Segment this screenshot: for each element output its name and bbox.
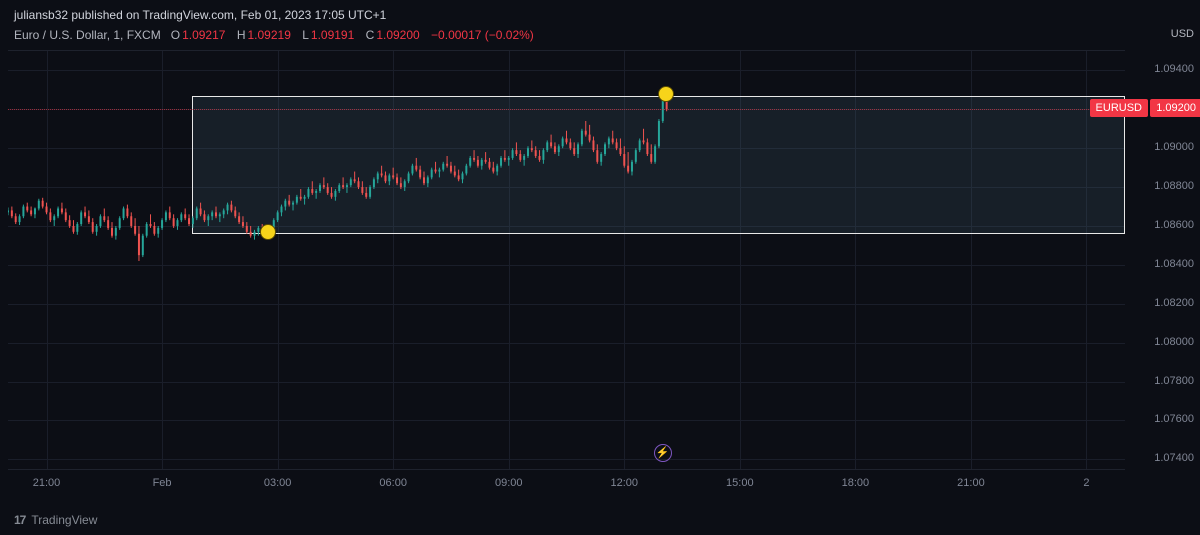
y-tick-label: 1.07400 [1154, 452, 1194, 464]
price-badge-value: 1.09200 [1150, 99, 1200, 117]
y-tick-label: 1.08600 [1154, 219, 1194, 231]
l-value: 1.09191 [311, 28, 354, 42]
x-tick-label: 21:00 [33, 477, 61, 489]
candlestick-series [8, 51, 1125, 469]
x-tick-label: Feb [153, 477, 172, 489]
h-value: 1.09219 [247, 28, 290, 42]
price-badge-symbol: EURUSD [1090, 99, 1148, 117]
current-price-line [8, 109, 1125, 110]
y-tick-label: 1.08000 [1154, 336, 1194, 348]
y-tick-label: 1.07800 [1154, 375, 1194, 387]
x-tick-label: 03:00 [264, 477, 292, 489]
o-value: 1.09217 [182, 28, 225, 42]
l-label: L [302, 28, 309, 42]
x-tick-label: 15:00 [726, 477, 754, 489]
x-tick-label: 18:00 [842, 477, 870, 489]
chart-marker[interactable] [658, 86, 674, 102]
change-value: −0.00017 (−0.02%) [431, 28, 534, 42]
x-tick-label: 2 [1083, 477, 1089, 489]
c-label: C [366, 28, 375, 42]
h-label: H [237, 28, 246, 42]
economic-event-icon[interactable]: ⚡ [654, 444, 672, 462]
symbol-desc: Euro / U.S. Dollar, 1, FXCM [14, 28, 161, 42]
y-tick-label: 1.08200 [1154, 297, 1194, 309]
o-label: O [171, 28, 180, 42]
x-tick-label: 21:00 [957, 477, 985, 489]
y-axis[interactable]: USD 1.094001.092001.090001.088001.086001… [1130, 50, 1200, 470]
publish-header: juliansb32 published on TradingView.com,… [0, 0, 1200, 26]
y-tick-label: 1.09000 [1154, 141, 1194, 153]
ohlc-row: Euro / U.S. Dollar, 1, FXCM O1.09217 H1.… [0, 26, 1200, 48]
brand-text: TradingView [31, 513, 97, 527]
c-value: 1.09200 [376, 28, 419, 42]
footer-brand: 17 TradingView [14, 513, 97, 527]
y-axis-currency: USD [1171, 28, 1194, 40]
x-tick-label: 09:00 [495, 477, 523, 489]
publish-text: juliansb32 published on TradingView.com,… [14, 8, 386, 22]
tradingview-logo-icon: 17 [14, 513, 25, 527]
x-tick-label: 12:00 [611, 477, 639, 489]
chart-marker[interactable] [260, 224, 276, 240]
x-axis[interactable]: 21:00 Feb 03:00 06:00 09:00 12:00 15:00 18:00 21… [8, 473, 1125, 495]
x-tick-label: 06:00 [379, 477, 407, 489]
chart-area[interactable]: ⚡ USD 1.094001.092001.090001.088001.0860… [0, 50, 1200, 495]
y-tick-label: 1.08400 [1154, 258, 1194, 270]
chart-plot[interactable]: ⚡ [8, 50, 1125, 470]
y-tick-label: 1.08800 [1154, 180, 1194, 192]
y-tick-label: 1.09400 [1154, 63, 1194, 75]
y-tick-label: 1.07600 [1154, 413, 1194, 425]
